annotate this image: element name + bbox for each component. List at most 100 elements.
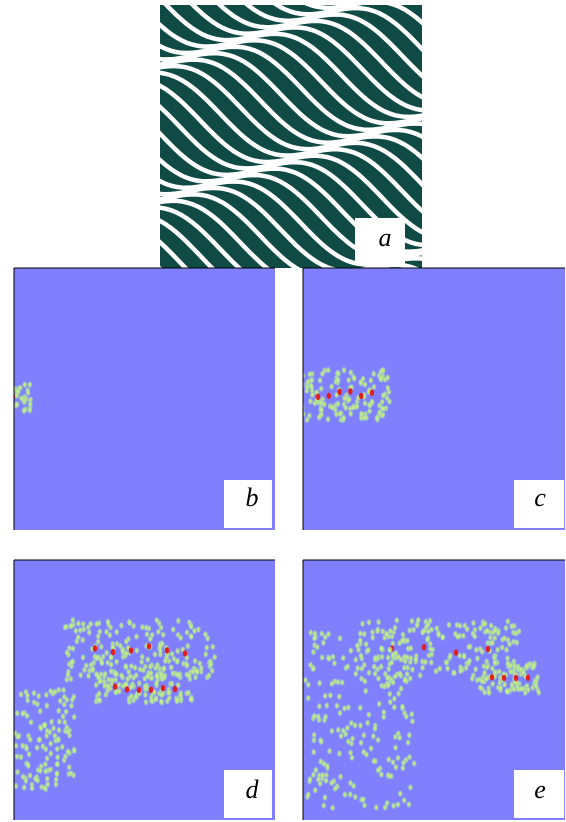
speckle [141,666,147,674]
speckle [68,702,74,710]
speckle [108,661,114,669]
speckle [14,709,20,717]
speckle [330,404,336,412]
speckle [323,713,329,721]
speckle [114,628,120,636]
speckle [376,401,382,409]
speckle [325,415,331,423]
peak [502,675,506,681]
speckle [365,719,371,727]
speckle [18,690,24,698]
speckle [444,659,450,667]
speckle [489,639,495,647]
speckle [55,736,61,744]
speckle [357,722,363,730]
speckle [310,665,316,673]
speckle [365,646,371,654]
speckle [372,725,378,733]
speckle [472,632,478,640]
speckle [127,672,133,680]
speckle [334,702,340,710]
peak [137,687,141,693]
speckle [28,718,34,726]
speckle [375,766,381,774]
speckle [40,742,46,750]
speckle [375,674,381,682]
speckle [43,767,49,775]
peak [183,650,187,656]
speckle [320,771,326,779]
speckle [403,713,409,721]
speckle [319,653,325,661]
speckle [507,640,513,648]
speckle [5,407,11,415]
speckle [348,647,354,655]
speckle [447,652,453,660]
speckle [15,733,21,741]
speckle [380,366,386,374]
speckle [69,658,75,666]
speckle [177,691,183,699]
speckle [425,628,431,636]
speckle [481,662,487,670]
speckle [154,672,160,680]
speckle [336,693,342,701]
speckle [37,767,43,775]
speckle [309,383,315,391]
speckle [345,663,351,671]
speckle [175,671,181,679]
speckle [475,654,481,662]
speckle [160,631,166,639]
speckle [36,736,42,744]
speckle [395,754,401,762]
speckle [194,667,200,675]
speckle [326,655,332,663]
speckle [305,694,311,702]
speckle [97,697,103,705]
speckle [104,649,110,657]
speckle [170,626,176,634]
speckle [166,688,172,696]
speckle [128,662,134,670]
speckle [136,679,142,687]
speckle [417,671,423,679]
speckle [25,696,31,704]
speckle [153,695,159,703]
peak [370,390,374,396]
speckle [186,689,192,697]
speckle [350,404,356,412]
speckle [68,769,74,777]
speckle [145,672,151,680]
speckle [158,698,164,706]
speckle [38,724,44,732]
speckle [393,744,399,752]
speckle [385,384,391,392]
speckle [361,731,367,739]
speckle [86,629,92,637]
speckle [367,401,373,409]
speckle [354,642,360,650]
speckle [185,642,191,650]
speckle [347,791,353,799]
speckle [8,394,14,402]
speckle [346,376,352,384]
speckle [405,739,411,747]
speckle [366,669,372,677]
speckle [61,693,67,701]
speckle [143,698,149,706]
speckle [409,666,415,674]
speckle [81,666,87,674]
speckle [123,649,129,657]
speckle [372,654,378,662]
speckle [536,689,542,697]
speckle [204,644,210,652]
panel-label: b [246,483,259,512]
speckle [360,620,366,628]
speckle [360,375,366,383]
speckle [118,672,124,680]
speckle [128,692,134,700]
speckle [397,670,403,678]
speckle [6,387,12,395]
speckle [335,678,341,686]
speckle [14,768,20,776]
